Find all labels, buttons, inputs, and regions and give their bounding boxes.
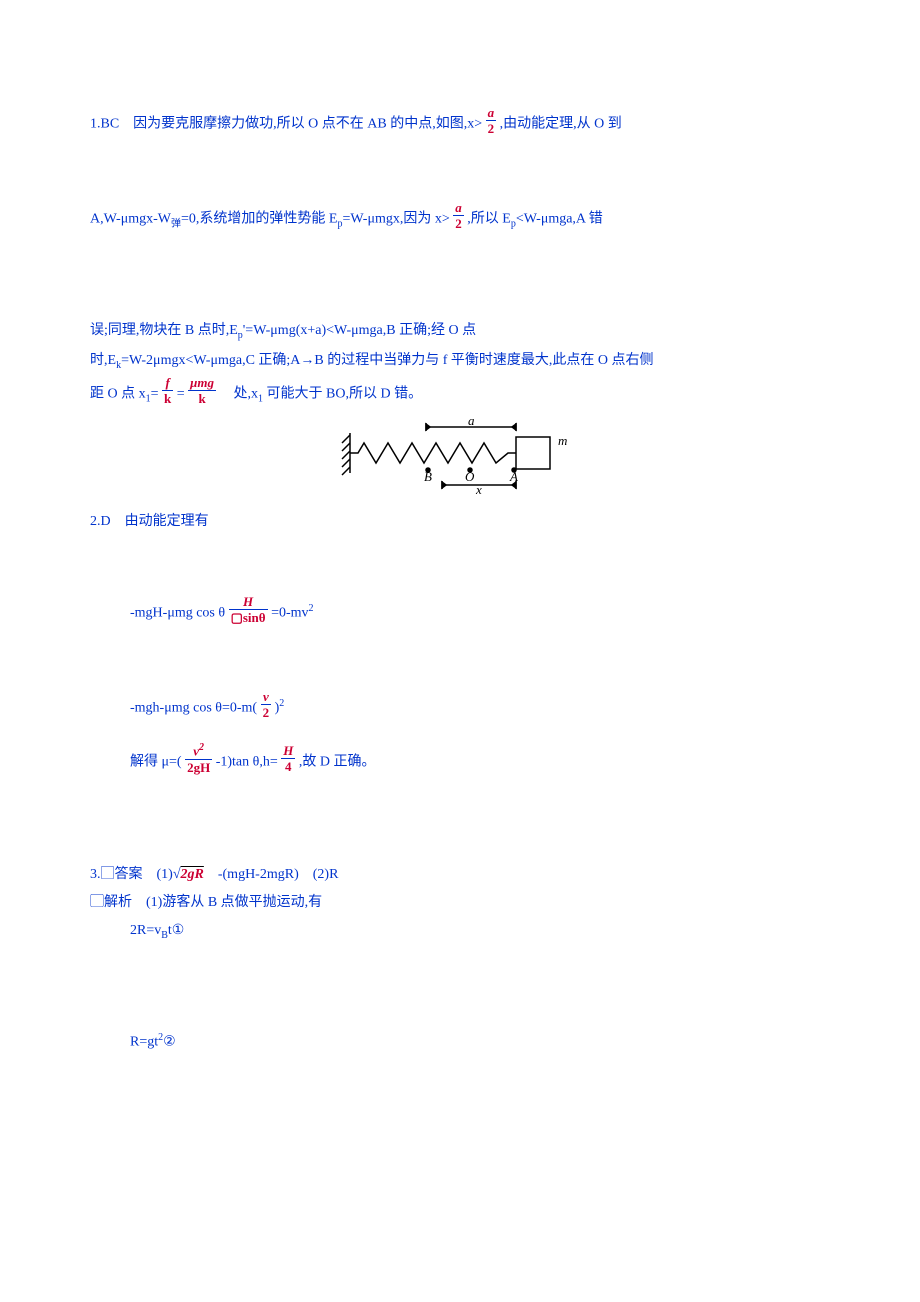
solution-1-line-1: 1.BC 因为要克服摩擦力做功,所以 O 点不在 AB 的中点,如图,x> a …	[90, 110, 830, 139]
text: '=W-μmg(x+a)<W-	[243, 323, 351, 338]
label-O: O	[465, 469, 475, 484]
text: t①	[168, 923, 184, 938]
text: R	[329, 867, 338, 882]
solution-2-eq-2: -mgh-μmg cos θ =0- m( v 2 )2	[90, 694, 830, 723]
solution-3-eq-2: R= gt2②	[90, 1030, 830, 1054]
solution-2-header: 2.D 由动能定理有	[90, 511, 830, 533]
sub: B	[161, 930, 168, 941]
fraction-v2-over-2gH: v2 2gH	[185, 743, 212, 773]
text: =	[151, 386, 159, 401]
sup: 2	[309, 603, 314, 614]
text: gt	[147, 1035, 158, 1050]
label-m: m	[558, 433, 567, 448]
text: μmga,A 错	[541, 212, 603, 227]
text: =0-	[222, 701, 242, 716]
fraction-H-over-4: H 4	[281, 744, 295, 773]
text: 时,E	[90, 353, 116, 368]
fraction-f-over-k: f k	[162, 376, 173, 405]
text: -mgH-μmg cos θ	[130, 606, 225, 621]
solution-3-answer: 3.▢答案 (1)√2gR -(mgH-2mgR) (2) R	[90, 864, 830, 886]
text: =0-	[271, 606, 291, 621]
text: -mgh-μmg cos θ	[130, 701, 222, 716]
label-A: A	[509, 469, 518, 484]
text: ,由动能定理,从 O 到	[500, 117, 622, 132]
solution-2-result: 解得 μ=( v2 2gH -1)tan θ,h= H 4 ,故 D 正确。	[90, 747, 830, 777]
text: mv	[291, 606, 309, 621]
spring-diagram: a m B O A x	[90, 415, 830, 503]
text: ,所以 E	[467, 212, 511, 227]
solution-1-line-2: A,W-μmgx-W弹=0,系统增加的弹性势能 Ep=W-μmgx,因为 x> …	[90, 205, 830, 234]
text: 误;同理,物块在 B 点时,E	[90, 323, 238, 338]
solution-1-line-3b: 时,Ek=W-2μmgx<W-μmga,C 正确;A→B 的过程中当弹力与 f …	[90, 350, 830, 374]
text: ②	[163, 1035, 176, 1050]
text: 可能大于 BO,所以 D 错。	[263, 386, 422, 401]
solution-2-eq-1: -mgH-μmg cos θ H ▢sinθ =0- mv2	[90, 599, 830, 628]
fraction-H-over-sin: H ▢sinθ	[229, 595, 268, 624]
fraction-umg-over-k: μmg k	[188, 376, 216, 405]
text: R=	[130, 1035, 147, 1050]
text: 2R=v	[130, 923, 161, 938]
sub: 弹	[171, 219, 181, 230]
sqrt-symbol: √	[173, 867, 181, 882]
text: A,W-μmgx-W	[90, 212, 171, 227]
text: 1.BC 因为要克服摩擦力做功,所以 O 点不在 AB 的中点,如图,x>	[90, 117, 482, 132]
text: 处,x	[220, 386, 259, 401]
label-B: B	[424, 469, 432, 484]
text: ,故 D 正确。	[299, 755, 376, 770]
text: =W-2μmgx<W-μmga,C 正确;A→B 的过程中当弹力与 f 平衡时速…	[121, 353, 653, 368]
text: μmga,B 正确;经 O 点	[351, 323, 476, 338]
fraction-a-over-2: a 2	[486, 106, 497, 135]
text: 解得 μ=(	[130, 755, 182, 770]
text: 距 O 点 x	[90, 386, 146, 401]
label-a: a	[468, 415, 475, 428]
radicand: 2gR	[181, 867, 204, 882]
text: -1)tan θ,h=	[216, 755, 278, 770]
solution-3-explain-header: ▢解析 (1)游客从 B 点做平抛运动,有	[90, 892, 830, 914]
text: 3.▢答案 (1)	[90, 867, 173, 882]
text: =0,系统增加的弹性势能 E	[181, 212, 337, 227]
text: =	[177, 386, 185, 401]
text: =W-μmgx,因为 x>	[342, 212, 449, 227]
text: <W-	[516, 212, 541, 227]
solution-3-eq-1: 2R=vBt①	[90, 920, 830, 944]
label-x: x	[475, 482, 482, 495]
solution-1-line-3c: 距 O 点 x1= f k = μmg k 处,x1 可能大于 BO,所以 D …	[90, 380, 830, 409]
fraction-v-over-2: v 2	[261, 690, 272, 719]
sup: 2	[279, 698, 284, 709]
fraction-a-over-2: a 2	[453, 201, 464, 230]
solution-1-line-3a: 误;同理,物块在 B 点时,Ep'=W-μmg(x+a)<W- μmga,B 正…	[90, 320, 830, 344]
text: m(	[242, 701, 258, 716]
text: -(mgH-2mgR) (2)	[204, 867, 329, 882]
